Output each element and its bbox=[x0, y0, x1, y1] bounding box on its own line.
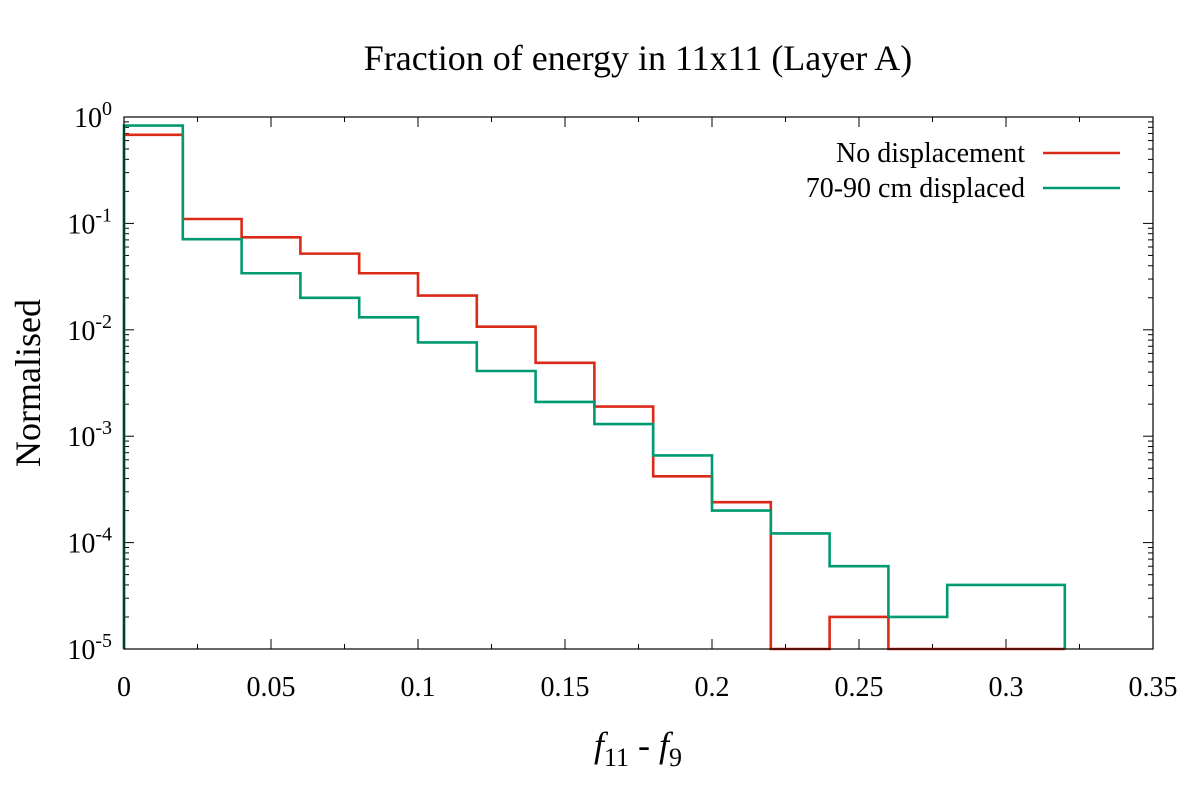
histogram-bin bbox=[947, 585, 1006, 649]
histogram-bin bbox=[300, 298, 359, 649]
x-tick-labels: 0 0.05 0.1 0.15 0.2 0.25 0.3 0.35 bbox=[117, 672, 1178, 703]
x-tick-label: 0 bbox=[117, 672, 131, 703]
histogram-bin bbox=[712, 502, 771, 649]
y-axis-label: Normalised bbox=[8, 299, 48, 467]
series-line bbox=[122, 133, 1065, 651]
histogram-bin bbox=[359, 273, 418, 649]
x-axis-label-sub-a: 11 bbox=[604, 743, 629, 772]
plot-frame bbox=[123, 116, 1154, 650]
histogram-bin bbox=[771, 533, 830, 649]
histogram-bin bbox=[242, 237, 301, 649]
x-tick-label: 0.1 bbox=[401, 672, 436, 703]
y-tick-labels: 100 10-1 10-2 10-3 10-4 10-5 bbox=[67, 98, 112, 666]
histogram-bin bbox=[183, 239, 242, 649]
histogram-bin bbox=[242, 273, 301, 649]
histogram-bin bbox=[830, 566, 889, 649]
y-tick-label: 100 bbox=[74, 98, 112, 134]
histogram-bin bbox=[536, 363, 595, 649]
series-2 bbox=[122, 124, 1067, 649]
legend-label: 70-90 cm displaced bbox=[806, 173, 1025, 204]
x-tick-label: 0.15 bbox=[541, 672, 590, 703]
histogram-bin bbox=[653, 476, 712, 649]
x-tick-label: 0.25 bbox=[835, 672, 884, 703]
series-line bbox=[122, 124, 1067, 649]
x-tick-label: 0.05 bbox=[247, 672, 296, 703]
histogram-bin bbox=[594, 407, 653, 649]
legend: No displacement 70-90 cm displaced bbox=[806, 138, 1120, 204]
y-tick-label: 10-5 bbox=[67, 630, 112, 666]
histogram-bin bbox=[477, 327, 536, 649]
x-axis-label-minus: - bbox=[629, 725, 659, 765]
chart-title: Fraction of energy in 11x11 (Layer A) bbox=[364, 38, 913, 78]
histogram-bin bbox=[1006, 585, 1065, 649]
x-axis-label-sub-b: 9 bbox=[669, 743, 682, 772]
histogram-bin bbox=[124, 135, 183, 649]
series-layer bbox=[122, 124, 1067, 651]
histogram-bin bbox=[594, 424, 653, 649]
histogram-bin bbox=[183, 219, 242, 649]
y-tick-label: 10-1 bbox=[67, 204, 112, 240]
legend-label: No displacement bbox=[836, 138, 1025, 169]
y-tick-label: 10-4 bbox=[67, 524, 112, 560]
histogram-bin bbox=[536, 402, 595, 649]
y-tick-label: 10-2 bbox=[67, 311, 112, 347]
histogram-bin bbox=[477, 371, 536, 649]
histogram-bin bbox=[888, 617, 947, 649]
histogram-bin bbox=[712, 511, 771, 649]
tick-marks bbox=[123, 116, 1154, 650]
x-tick-label: 0.3 bbox=[989, 672, 1024, 703]
histogram-bin bbox=[418, 296, 477, 649]
histogram-bin bbox=[300, 254, 359, 649]
histogram-bin bbox=[418, 342, 477, 649]
histogram-bin bbox=[653, 455, 712, 649]
series-1 bbox=[122, 133, 1065, 651]
x-tick-label: 0.35 bbox=[1129, 672, 1178, 703]
y-tick-label: 10-3 bbox=[67, 417, 112, 453]
histogram-bin bbox=[124, 126, 183, 649]
x-tick-label: 0.2 bbox=[695, 672, 730, 703]
histogram-bin bbox=[359, 317, 418, 649]
x-axis-label: f11 - f9 bbox=[594, 725, 682, 772]
